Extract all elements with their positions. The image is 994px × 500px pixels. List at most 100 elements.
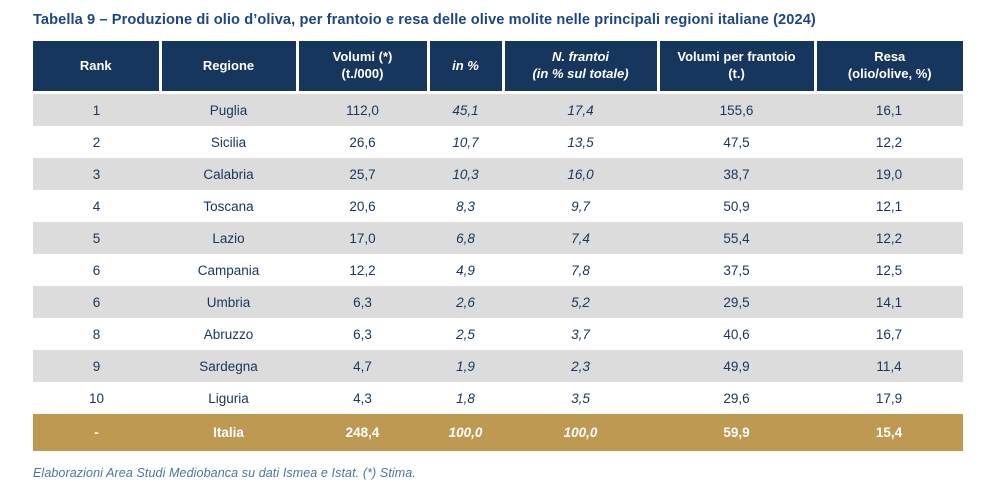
cell: 6 [33, 286, 160, 318]
cell: 1,8 [428, 382, 503, 414]
cell: 17,9 [815, 382, 963, 414]
cell: Sicilia [160, 126, 297, 158]
cell: 45,1 [428, 92, 503, 126]
header-cell-rank: Rank [33, 41, 162, 94]
cell: 29,6 [658, 382, 815, 414]
cell: 4,7 [297, 350, 428, 382]
table-header: Rank Regione Volumi (*) (t./000) in % N. fran… [33, 41, 963, 94]
cell: 4 [33, 190, 160, 222]
cell: Liguria [160, 382, 297, 414]
cell: Sardegna [160, 350, 297, 382]
cell: 7,4 [503, 222, 658, 254]
cell: 50,9 [658, 190, 815, 222]
header-cell-volumi: Volumi (*) (t./000) [297, 41, 430, 94]
cell: 49,9 [658, 350, 815, 382]
cell: 9 [33, 350, 160, 382]
cell: 26,6 [297, 126, 428, 158]
cell: 5 [33, 222, 160, 254]
cell: 47,5 [658, 126, 815, 158]
cell: 2 [33, 126, 160, 158]
cell: 6,3 [297, 286, 428, 318]
cell: 112,0 [297, 92, 428, 126]
cell: 100,0 [428, 414, 503, 451]
cell: 3,5 [503, 382, 658, 414]
cell: 14,1 [815, 286, 963, 318]
cell: 37,5 [658, 254, 815, 286]
cell: 8,3 [428, 190, 503, 222]
cell: 9,7 [503, 190, 658, 222]
cell: 4,9 [428, 254, 503, 286]
header-cell-in: in % [428, 41, 505, 94]
cell: Umbria [160, 286, 297, 318]
table-row: 3 Calabria 25,7 10,3 16,0 38,7 19,0 [33, 158, 963, 190]
table-row: 4 Toscana 20,6 8,3 9,7 50,9 12,1 [33, 190, 963, 222]
table-row: 6 Umbria 6,3 2,6 5,2 29,5 14,1 [33, 286, 963, 318]
header-cell-volumi-per-frantoio: Volumi per frantoio (t.) [658, 41, 817, 94]
table-row: 5 Lazio 17,0 6,8 7,4 55,4 12,2 [33, 222, 963, 254]
cell: 16,0 [503, 158, 658, 190]
cell: Toscana [160, 190, 297, 222]
cell: 4,3 [297, 382, 428, 414]
header-cell-regione: Regione [160, 41, 299, 94]
cell: 15,4 [815, 414, 963, 451]
cell: 8 [33, 318, 160, 350]
cell: 10,7 [428, 126, 503, 158]
cell: 6 [33, 254, 160, 286]
cell: 12,2 [815, 222, 963, 254]
table-row: 10 Liguria 4,3 1,8 3,5 29,6 17,9 [33, 382, 963, 414]
cell: 17,4 [503, 92, 658, 126]
cell: 20,6 [297, 190, 428, 222]
cell: 11,4 [815, 350, 963, 382]
cell: 29,5 [658, 286, 815, 318]
cell: 16,1 [815, 92, 963, 126]
table-row: 2 Sicilia 26,6 10,7 13,5 47,5 12,2 [33, 126, 963, 158]
cell: 40,6 [658, 318, 815, 350]
cell: 12,1 [815, 190, 963, 222]
cell: 155,6 [658, 92, 815, 126]
cell: 59,9 [658, 414, 815, 451]
table-row: 9 Sardegna 4,7 1,9 2,3 49,9 11,4 [33, 350, 963, 382]
cell: Campania [160, 254, 297, 286]
cell: Calabria [160, 158, 297, 190]
report-page: Tabella 9 – Produzione di olio d’oliva, … [33, 12, 963, 480]
cell: 1 [33, 92, 160, 126]
table-body: 1 Puglia 112,0 45,1 17,4 155,6 16,1 2 Sicilia 26,… [33, 92, 963, 451]
cell: 6,3 [297, 318, 428, 350]
source-footnote: Elaborazioni Area Studi Mediobanca su da… [33, 466, 416, 480]
cell: Puglia [160, 92, 297, 126]
total-row-italia: - Italia 248,4 100,0 100,0 59,9 15,4 [33, 414, 963, 451]
cell: - [33, 414, 160, 451]
cell: 2,3 [503, 350, 658, 382]
cell: 12,2 [815, 126, 963, 158]
olive-oil-production-table: Rank Regione Volumi (*) (t./000) in % N. fran… [33, 41, 963, 451]
cell: 7,8 [503, 254, 658, 286]
cell: 38,7 [658, 158, 815, 190]
cell: 2,6 [428, 286, 503, 318]
table-title: Tabella 9 – Produzione di olio d’oliva, … [33, 12, 816, 28]
cell: 3 [33, 158, 160, 190]
cell: 3,7 [503, 318, 658, 350]
table-row: 8 Abruzzo 6,3 2,5 3,7 40,6 16,7 [33, 318, 963, 350]
cell: 6,8 [428, 222, 503, 254]
table-row: 1 Puglia 112,0 45,1 17,4 155,6 16,1 [33, 92, 963, 126]
header-cell-n-frantoi: N. frantoi (in % sul totale) [503, 41, 660, 94]
cell: 2,5 [428, 318, 503, 350]
cell: 13,5 [503, 126, 658, 158]
header-cell-resa: Resa (olio/olive, %) [815, 41, 963, 94]
cell: 25,7 [297, 158, 428, 190]
cell: 5,2 [503, 286, 658, 318]
cell: Lazio [160, 222, 297, 254]
cell: 55,4 [658, 222, 815, 254]
cell: 10 [33, 382, 160, 414]
cell: 16,7 [815, 318, 963, 350]
cell: 248,4 [297, 414, 428, 451]
cell: 12,5 [815, 254, 963, 286]
cell: Abruzzo [160, 318, 297, 350]
cell: 19,0 [815, 158, 963, 190]
cell: 1,9 [428, 350, 503, 382]
cell: 17,0 [297, 222, 428, 254]
cell: 100,0 [503, 414, 658, 451]
cell: 12,2 [297, 254, 428, 286]
cell: 10,3 [428, 158, 503, 190]
table-row: 6 Campania 12,2 4,9 7,8 37,5 12,5 [33, 254, 963, 286]
